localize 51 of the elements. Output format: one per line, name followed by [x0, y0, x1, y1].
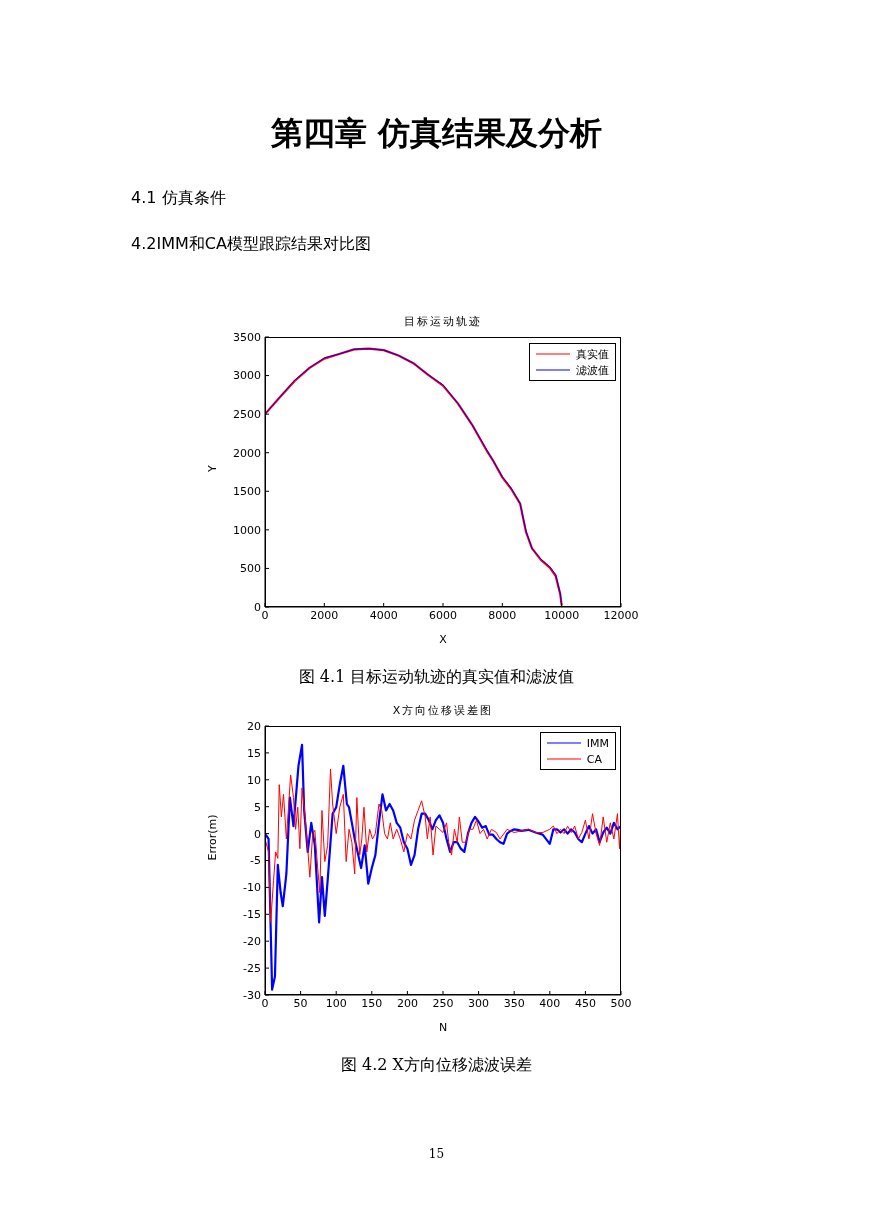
x-tick-label: 150 — [361, 996, 383, 1010]
y-tick-label: 10 — [247, 773, 261, 787]
y-tick-label: 3000 — [233, 369, 261, 383]
legend-label: 滤波值 — [576, 362, 609, 378]
legend-label: CA — [586, 752, 602, 766]
y-tick-label: 500 — [240, 562, 261, 576]
y-tick-label: 1500 — [233, 485, 261, 499]
text: 第四章 仿真结果及分析 — [269, 113, 604, 154]
y-tick-label: 1000 — [233, 523, 261, 537]
x-tick-label: 250 — [432, 996, 454, 1010]
y-tick-label: 2000 — [233, 446, 261, 460]
text: 4.1 仿真条件 — [131, 188, 227, 209]
chart-title: 目标运动轨迹 — [403, 314, 483, 329]
y-tick-label: -15 — [243, 908, 261, 922]
x-tick-label: 2000 — [310, 608, 339, 622]
y-tick-label: 3500 — [233, 330, 261, 344]
y-tick-label: -10 — [243, 881, 261, 895]
x-axis-title: N — [438, 1021, 448, 1034]
legend-label: IMM — [586, 736, 609, 750]
y-tick-label: -5 — [250, 854, 261, 868]
chart-title: X方向位移误差图 — [391, 703, 495, 718]
x-tick-label: 300 — [468, 996, 490, 1010]
x-tick-label: 8000 — [488, 608, 517, 622]
y-tick-label: 0 — [254, 827, 261, 841]
y-tick-label: 15 — [247, 746, 261, 760]
y-tick-label: -25 — [243, 962, 261, 976]
x-tick-label: 100 — [325, 996, 347, 1010]
caption: 图 4.2 X方向位移滤波误差 — [340, 1055, 533, 1076]
x-tick-label: 10000 — [544, 608, 580, 622]
x-tick-label: 50 — [293, 996, 308, 1010]
y-tick-label: 5 — [254, 800, 261, 814]
x-tick-label: 400 — [539, 996, 561, 1010]
legend-label: 真实值 — [576, 346, 609, 362]
text: 15 — [427, 1147, 446, 1161]
x-tick-label: 350 — [503, 996, 525, 1010]
y-tick-label: 20 — [247, 719, 261, 733]
caption: 图 4.1 目标运动轨迹的真实值和滤波值 — [297, 667, 576, 688]
x-tick-label: 200 — [396, 996, 418, 1010]
x-tick-label: 500 — [610, 996, 632, 1010]
text: 4.2IMM和CA模型跟踪结果对比图 — [131, 234, 372, 255]
x-tick-label: 12000 — [603, 608, 639, 622]
x-axis-title: X — [439, 633, 448, 646]
y-tick-label: -30 — [243, 988, 261, 1002]
x-tick-label: 4000 — [369, 608, 398, 622]
y-tick-label: 2500 — [233, 408, 261, 422]
line-series — [265, 768, 621, 923]
x-tick-label: 6000 — [429, 608, 457, 622]
y-tick-label: -20 — [243, 935, 261, 949]
y-axis-title: Y — [205, 465, 219, 473]
y-axis-title: Error(m) — [205, 814, 219, 861]
x-tick-label: 450 — [574, 996, 596, 1010]
